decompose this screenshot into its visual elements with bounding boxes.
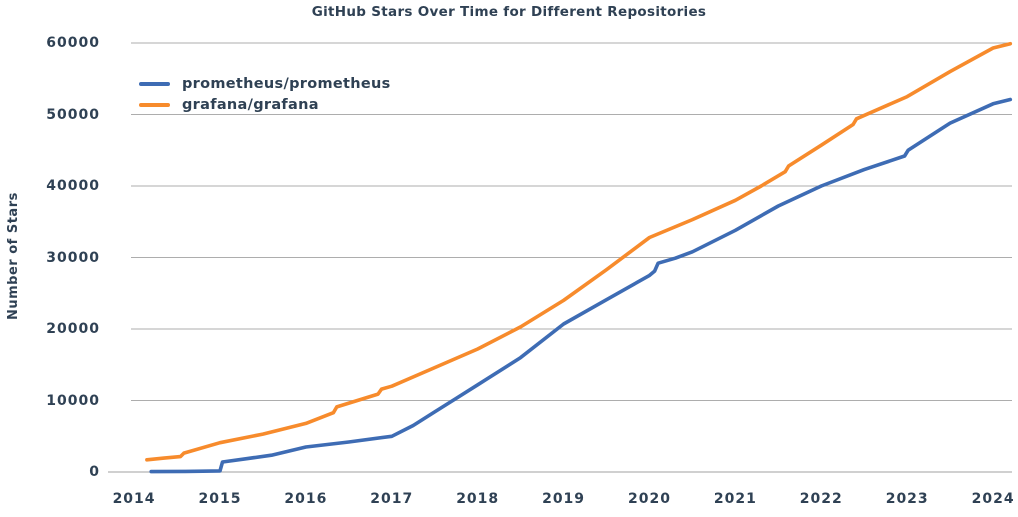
y-tick-label: 20000 — [46, 321, 100, 337]
x-tick-label: 2014 — [112, 491, 156, 507]
x-tick-label: 2017 — [370, 491, 414, 507]
x-tick-label: 2019 — [542, 491, 586, 507]
x-tick-label: 2023 — [885, 491, 929, 507]
x-tick-label: 2016 — [284, 491, 328, 507]
y-tick-label: 60000 — [46, 35, 100, 51]
y-tick-label: 40000 — [46, 178, 100, 194]
legend: prometheus/prometheus grafana/grafana — [139, 73, 391, 115]
legend-item-grafana: grafana/grafana — [139, 94, 391, 115]
y-tick-label: 30000 — [46, 249, 100, 266]
x-tick-label: 2020 — [627, 491, 671, 507]
y-tick-label: 10000 — [46, 392, 100, 409]
y-tick-label: 0 — [89, 464, 100, 480]
x-tick-label: 2022 — [799, 491, 843, 507]
legend-swatch-prometheus-icon — [139, 81, 170, 86]
chart-title: GitHub Stars Over Time for Different Rep… — [311, 4, 707, 20]
y-tick-label: 50000 — [46, 106, 100, 123]
series-line-grafana — [145, 41, 1013, 462]
legend-label-grafana: grafana/grafana — [182, 96, 319, 113]
legend-item-prometheus: prometheus/prometheus — [139, 73, 391, 94]
x-tick-label: 2015 — [198, 491, 242, 507]
series-line-prometheus — [149, 97, 1013, 474]
x-tick-label: 2018 — [456, 491, 500, 507]
legend-label-prometheus: prometheus/prometheus — [182, 75, 391, 92]
x-tick-label: 2021 — [713, 491, 757, 507]
x-tick-label: 2024 — [971, 491, 1015, 507]
legend-swatch-grafana-icon — [139, 102, 170, 107]
